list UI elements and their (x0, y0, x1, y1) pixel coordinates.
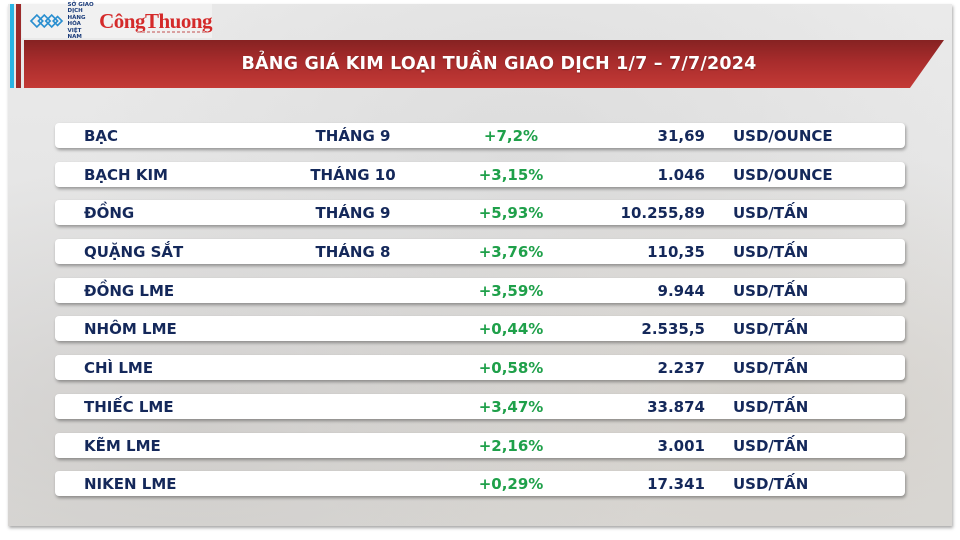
unit: USD/TẤN (733, 359, 809, 378)
metal-name: ĐỒNG LME (84, 281, 175, 300)
weekly-change: +5,93% (478, 204, 544, 223)
metal-name: THIẾC LME (84, 397, 174, 416)
weekly-change: +7,2% (483, 127, 539, 145)
unit: USD/OUNCE (733, 165, 833, 184)
price: 3.001 (657, 436, 705, 455)
metal-name: NHÔM LME (84, 320, 177, 339)
unit: USD/TẤN (733, 397, 809, 416)
unit: USD/TẤN (733, 243, 809, 262)
metal-price-table: BẠC THÁNG 9 +7,2% 31,69 USD/OUNCE BẠCH K… (55, 123, 905, 510)
unit: USD/TẤN (733, 320, 809, 339)
unit: USD/TẤN (733, 475, 809, 494)
price: 17.341 (647, 475, 705, 494)
weekly-change: +3,76% (478, 243, 544, 262)
page-title: BẢNG GIÁ KIM LOẠI TUẦN GIAO DỊCH 1/7 – 7… (241, 54, 757, 74)
table-row: NIKEN LME +0,29% 17.341 USD/TẤN (55, 471, 905, 497)
metal-name: CHÌ LME (84, 359, 154, 378)
table-row: CHÌ LME +0,58% 2.237 USD/TẤN (55, 355, 905, 381)
weekly-change: +0,58% (478, 359, 544, 378)
table-row: THIẾC LME +3,47% 33.874 USD/TẤN (55, 393, 905, 419)
title-banner: BẢNG GIÁ KIM LOẠI TUẦN GIAO DỊCH 1/7 – 7… (24, 40, 944, 88)
price: 33.874 (647, 397, 705, 416)
metal-name: KẼM LME (84, 436, 161, 455)
price: 9.944 (657, 281, 705, 300)
weekly-change: +3,15% (478, 165, 544, 184)
unit: USD/TẤN (733, 204, 809, 223)
table-row: BẠC THÁNG 9 +7,2% 31,69 USD/OUNCE (55, 123, 905, 148)
table-row: NHÔM LME +0,44% 2.535,5 USD/TẤN (55, 316, 905, 342)
exchange-logo-icon (29, 13, 64, 29)
weekly-change: +3,47% (478, 397, 544, 416)
price: 2.237 (657, 359, 705, 378)
contract-month: THÁNG 9 (315, 204, 391, 223)
metal-name: ĐỒNG (84, 204, 135, 223)
weekly-change: +0,29% (478, 475, 544, 494)
metal-name: BẠCH KIM (84, 165, 168, 184)
exchange-name: SỞ GIAO DỊCH HÀNG HÓA VIỆT NAM (67, 1, 94, 41)
table-row: KẼM LME +2,16% 3.001 USD/TẤN (55, 432, 905, 458)
metal-name: QUẶNG SẮT (84, 243, 184, 262)
header-logos: SỞ GIAO DỊCH HÀNG HÓA VIỆT NAM CôngThuon… (22, 1, 212, 41)
table-row: ĐỒNG LME +3,59% 9.944 USD/TẤN (55, 277, 905, 303)
unit: USD/OUNCE (733, 127, 833, 145)
accent-bar-red (16, 4, 21, 88)
table-row: BẠCH KIM THÁNG 10 +3,15% 1.046 USD/OUNCE (55, 161, 905, 187)
metal-name: BẠC (84, 127, 119, 145)
contract-month: THÁNG 9 (315, 127, 391, 145)
price: 110,35 (647, 243, 705, 262)
price: 1.046 (657, 165, 705, 184)
weekly-change: +2,16% (478, 436, 544, 455)
weekly-change: +0,44% (478, 320, 544, 339)
accent-bar-cyan (10, 4, 14, 88)
table-row: ĐỒNG THÁNG 9 +5,93% 10.255,89 USD/TẤN (55, 200, 905, 226)
contract-month: THÁNG 8 (315, 243, 391, 262)
unit: USD/TẤN (733, 281, 809, 300)
metal-name: NIKEN LME (84, 475, 177, 494)
table-row: QUẶNG SẮT THÁNG 8 +3,76% 110,35 USD/TẤN (55, 239, 905, 265)
congthuong-logo: CôngThuong (99, 8, 212, 33)
unit: USD/TẤN (733, 436, 809, 455)
weekly-change: +3,59% (478, 281, 544, 300)
contract-month: THÁNG 10 (310, 165, 396, 184)
price: 31,69 (657, 127, 705, 145)
price: 10.255,89 (620, 204, 705, 223)
price: 2.535,5 (641, 320, 705, 339)
